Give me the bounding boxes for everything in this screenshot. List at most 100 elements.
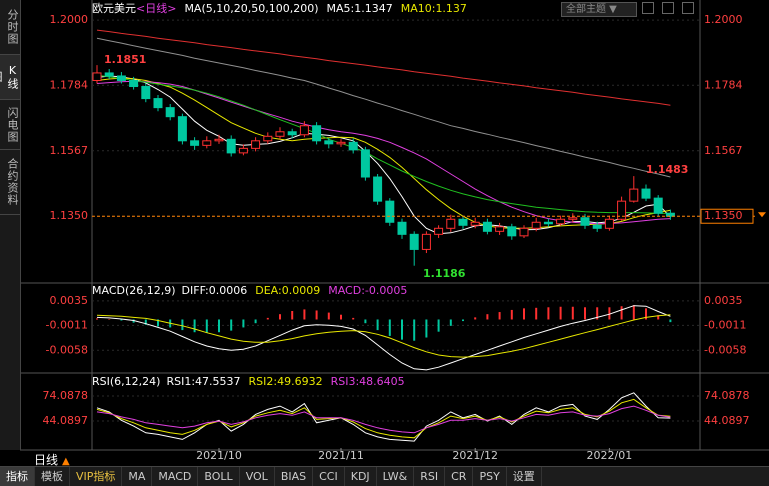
icon-button[interactable] bbox=[662, 2, 674, 14]
candle-body bbox=[543, 221, 553, 225]
legend-entry: DIFF:0.0006 bbox=[182, 284, 248, 297]
candle-body bbox=[531, 221, 541, 229]
y-tick-label: 44.0897 bbox=[704, 414, 750, 427]
indicator-tab[interactable]: 指标 bbox=[0, 467, 35, 486]
ma-line bbox=[96, 80, 671, 225]
price-annotation: 1.1851 bbox=[104, 53, 146, 66]
panel-title: MACD(26,12,9) bbox=[92, 284, 176, 297]
indicator-tab[interactable]: BIAS bbox=[275, 467, 314, 486]
candle-body bbox=[373, 176, 383, 202]
candle-body bbox=[360, 149, 370, 178]
y-tick-label: -0.0058 bbox=[704, 343, 746, 356]
candle-body bbox=[482, 221, 492, 232]
icon-button[interactable] bbox=[682, 2, 694, 14]
indicator-tab[interactable]: VOL bbox=[240, 467, 275, 486]
indicator-tab[interactable]: 设置 bbox=[507, 467, 542, 486]
legend-entry: RSI2:49.6932 bbox=[249, 375, 323, 388]
indicator-tab[interactable]: LW& bbox=[377, 467, 415, 486]
indicator-tab[interactable]: 模板 bbox=[35, 467, 70, 486]
candle-body bbox=[251, 140, 261, 149]
candle-body bbox=[177, 116, 187, 142]
candle-body bbox=[629, 188, 639, 202]
price-annotation: 1.1186 bbox=[423, 267, 466, 280]
ma-line bbox=[96, 29, 671, 106]
candle-body bbox=[287, 131, 297, 136]
period-selector[interactable]: 日线 ▲ bbox=[34, 451, 70, 468]
ma-line bbox=[96, 77, 671, 229]
candle-body bbox=[92, 72, 102, 81]
y-tick-label: 1.2000 bbox=[704, 13, 743, 26]
indicator-tab[interactable]: CR bbox=[445, 467, 474, 486]
sidebar-tab[interactable]: 分时图 bbox=[0, 0, 20, 55]
sidebar-tab[interactable]: 闪电图 bbox=[0, 100, 20, 150]
indicator-tab[interactable]: MACD bbox=[152, 467, 199, 486]
rsi-line bbox=[96, 392, 671, 442]
candle-body bbox=[458, 218, 468, 226]
price-annotation: 1.1483 bbox=[646, 163, 688, 176]
y-tick-label: -0.0011 bbox=[704, 318, 746, 331]
x-tick-label: 2021/12 bbox=[452, 449, 498, 462]
candle-body bbox=[507, 226, 517, 237]
indicator-tab[interactable]: KDJ bbox=[345, 467, 377, 486]
candle-body bbox=[470, 221, 480, 226]
candle-body bbox=[397, 221, 407, 235]
candle-body bbox=[263, 135, 273, 142]
theme-dropdown[interactable]: 全部主题 ▼ bbox=[561, 2, 637, 17]
indicator-tabbar: 指标 模板 VIP指标 MA MACD BOLL VOL BIAS CCI KDJ LW& RSI CR… bbox=[0, 466, 769, 486]
rsi-line bbox=[96, 405, 671, 434]
period-label: 日线 bbox=[34, 453, 59, 467]
candle-body bbox=[202, 140, 212, 146]
legend-entry: RSI1:47.5537 bbox=[166, 375, 240, 388]
indicator-tab[interactable]: RSI bbox=[414, 467, 446, 486]
candle-body bbox=[165, 107, 175, 118]
y-tick-label: 0.0035 bbox=[50, 294, 89, 307]
legend-entry: RSI3:48.6405 bbox=[331, 375, 405, 388]
y-tick-label: 1.1350 bbox=[50, 209, 89, 222]
ma-line bbox=[96, 74, 671, 214]
sidebar-tab[interactable]: 合约资料 bbox=[0, 150, 20, 215]
indicator-tab[interactable]: VIP指标 bbox=[70, 467, 123, 486]
candle-body bbox=[385, 200, 395, 223]
candle-body bbox=[519, 227, 529, 237]
candle-body bbox=[238, 147, 248, 154]
instrument-title: 欧元美元 bbox=[92, 2, 136, 15]
y-tick-label: 1.2000 bbox=[50, 13, 89, 26]
candle-body bbox=[324, 140, 334, 145]
y-tick-label: 1.1567 bbox=[704, 144, 743, 157]
macd-line bbox=[96, 314, 671, 358]
candle-body bbox=[336, 141, 346, 145]
indicator-tab[interactable]: MA bbox=[122, 467, 153, 486]
icon-button[interactable] bbox=[642, 2, 654, 14]
indicator-tab[interactable]: PSY bbox=[473, 467, 507, 486]
y-tick-label: -0.0011 bbox=[46, 318, 88, 331]
candle-body bbox=[214, 138, 224, 142]
candle-body bbox=[141, 86, 151, 100]
candle-body bbox=[434, 227, 444, 235]
indicator-tab[interactable]: CCI bbox=[313, 467, 345, 486]
rsi-line bbox=[96, 398, 671, 439]
candle-body bbox=[665, 212, 675, 217]
legend-entry: DEA:0.0009 bbox=[255, 284, 320, 297]
last-price-marker bbox=[758, 212, 766, 218]
candle-body bbox=[580, 217, 590, 226]
macd-line bbox=[96, 305, 671, 371]
candle-body bbox=[104, 72, 114, 77]
y-tick-label: 74.0878 bbox=[43, 389, 89, 402]
candle-body bbox=[446, 218, 456, 229]
period-arrow: ▲ bbox=[62, 456, 70, 467]
sidebar: 分时图 K线图 闪电图 合约资料 bbox=[0, 0, 21, 450]
candle-body bbox=[299, 125, 309, 136]
candle-body bbox=[592, 224, 602, 229]
candle-body bbox=[568, 217, 578, 220]
y-tick-label: 0.0035 bbox=[704, 294, 743, 307]
y-tick-label: 74.0878 bbox=[704, 389, 750, 402]
indicator-tab[interactable]: BOLL bbox=[198, 467, 240, 486]
ma-label: MA(5,10,20,50,100,200) bbox=[184, 2, 318, 15]
sidebar-tab[interactable]: K线图 bbox=[0, 55, 20, 100]
y-tick-label: 1.1784 bbox=[50, 78, 89, 91]
candle-body bbox=[116, 75, 126, 81]
candle-body bbox=[348, 141, 358, 151]
legend-entry: MA10:1.137 bbox=[401, 2, 467, 15]
